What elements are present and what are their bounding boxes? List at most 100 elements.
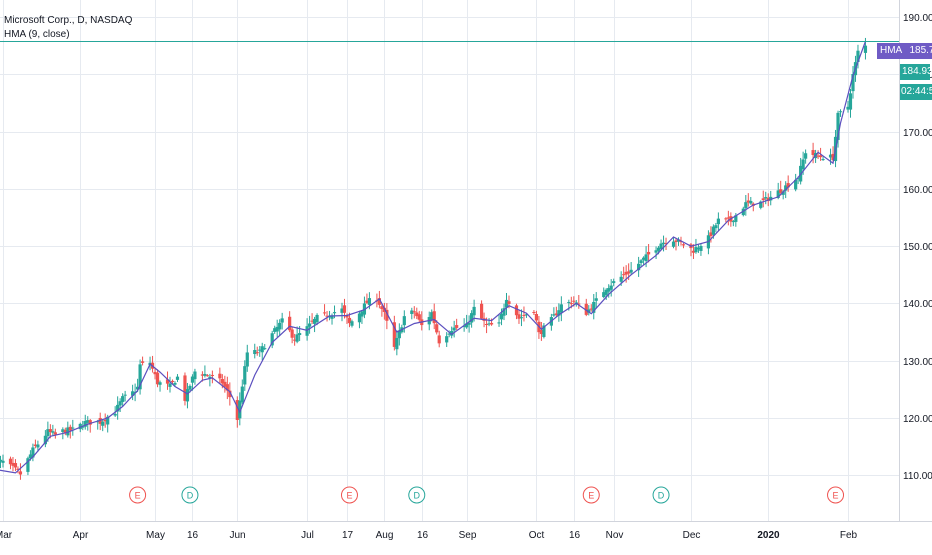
candle-body[interactable]: [210, 374, 214, 376]
candle-body[interactable]: [63, 429, 67, 434]
dividend-marker[interactable]: [652, 486, 670, 504]
candle-body[interactable]: [345, 315, 349, 318]
candle-body[interactable]: [258, 349, 262, 351]
candle-body[interactable]: [539, 329, 544, 335]
candle-body[interactable]: [761, 198, 765, 201]
candle-body[interactable]: [273, 328, 277, 332]
candle-body[interactable]: [205, 375, 209, 377]
candle-body[interactable]: [517, 314, 521, 319]
candle-body[interactable]: [532, 311, 536, 313]
candle-body[interactable]: [656, 247, 661, 251]
candle-body[interactable]: [218, 373, 222, 379]
candle-body[interactable]: [392, 322, 396, 347]
candle-body[interactable]: [71, 427, 75, 429]
candle-body[interactable]: [577, 303, 581, 305]
hma-line[interactable]: [0, 41, 866, 474]
candle-body[interactable]: [676, 239, 681, 242]
candle-body[interactable]: [190, 376, 195, 383]
candle-body[interactable]: [554, 313, 558, 315]
candle-body[interactable]: [395, 337, 399, 350]
candle-body[interactable]: [776, 190, 780, 198]
candle-body[interactable]: [116, 404, 120, 412]
candle-body[interactable]: [347, 317, 352, 324]
candle-body[interactable]: [622, 274, 626, 276]
candle-body[interactable]: [305, 326, 309, 336]
candle-body[interactable]: [726, 217, 730, 219]
candle-body[interactable]: [263, 348, 267, 350]
candle-body[interactable]: [325, 315, 329, 317]
candle-body[interactable]: [716, 218, 720, 225]
candle-body[interactable]: [731, 221, 735, 223]
candle-body[interactable]: [365, 300, 369, 303]
candle-body[interactable]: [724, 218, 728, 220]
candle-body[interactable]: [709, 232, 713, 237]
candle-body[interactable]: [153, 371, 157, 375]
candle-body[interactable]: [385, 309, 389, 321]
candle-body[interactable]: [489, 322, 494, 325]
candle-body[interactable]: [584, 303, 588, 315]
candle-body[interactable]: [173, 382, 177, 385]
candle-body[interactable]: [185, 389, 190, 402]
candle-body[interactable]: [604, 289, 608, 295]
candle-body[interactable]: [661, 242, 666, 245]
candle-body[interactable]: [514, 305, 519, 316]
candle-body[interactable]: [559, 304, 563, 313]
candle-body[interactable]: [484, 324, 489, 326]
candle-body[interactable]: [759, 201, 763, 208]
candle-body[interactable]: [290, 329, 294, 338]
candle-body[interactable]: [465, 323, 469, 328]
candle-body[interactable]: [430, 312, 434, 320]
candle-body[interactable]: [639, 260, 643, 263]
candle-body[interactable]: [821, 159, 825, 161]
candle-body[interactable]: [170, 380, 175, 383]
candle-body[interactable]: [624, 271, 628, 275]
candle-body[interactable]: [455, 325, 459, 328]
candle-body[interactable]: [831, 153, 835, 161]
candle-body[interactable]: [851, 73, 855, 92]
candle-body[interactable]: [642, 257, 646, 260]
candle-body[interactable]: [524, 314, 529, 316]
candle-body[interactable]: [81, 426, 85, 428]
candle-body[interactable]: [764, 197, 768, 199]
candle-body[interactable]: [121, 396, 125, 402]
candle-body[interactable]: [674, 240, 678, 243]
candle-body[interactable]: [288, 316, 292, 331]
candle-body[interactable]: [193, 371, 197, 380]
candle-body[interactable]: [714, 225, 718, 229]
candle-body[interactable]: [415, 312, 419, 317]
candle-body[interactable]: [467, 322, 471, 325]
candle-body[interactable]: [572, 300, 576, 302]
candle-body[interactable]: [16, 468, 20, 470]
candle-body[interactable]: [594, 298, 598, 301]
candle-body[interactable]: [654, 250, 658, 253]
candle-body[interactable]: [312, 318, 317, 324]
candle-body[interactable]: [552, 314, 556, 316]
candle-body[interactable]: [270, 333, 274, 346]
candle-body[interactable]: [592, 301, 596, 313]
candle-body[interactable]: [744, 202, 748, 209]
candle-body[interactable]: [637, 263, 641, 271]
candle-body[interactable]: [350, 321, 354, 326]
candle-body[interactable]: [8, 458, 13, 465]
candle-body[interactable]: [1, 460, 5, 463]
candle-body[interactable]: [567, 302, 571, 304]
candle-body[interactable]: [779, 189, 783, 193]
candle-body[interactable]: [322, 312, 327, 314]
candle-body[interactable]: [357, 313, 362, 323]
candle-body[interactable]: [607, 288, 611, 292]
candle-body[interactable]: [435, 324, 439, 333]
candle-body[interactable]: [828, 154, 833, 158]
earnings-marker[interactable]: [340, 486, 358, 504]
candle-body[interactable]: [380, 306, 384, 310]
candle-body[interactable]: [280, 318, 284, 323]
candle-body[interactable]: [746, 200, 750, 203]
candle-body[interactable]: [367, 298, 372, 305]
candle-body[interactable]: [240, 386, 244, 403]
candle-body[interactable]: [801, 159, 805, 170]
candle-body[interactable]: [113, 413, 117, 416]
candle-body[interactable]: [534, 313, 539, 321]
candle-body[interactable]: [619, 276, 623, 282]
candle-body[interactable]: [307, 323, 312, 327]
candle-body[interactable]: [522, 314, 526, 316]
